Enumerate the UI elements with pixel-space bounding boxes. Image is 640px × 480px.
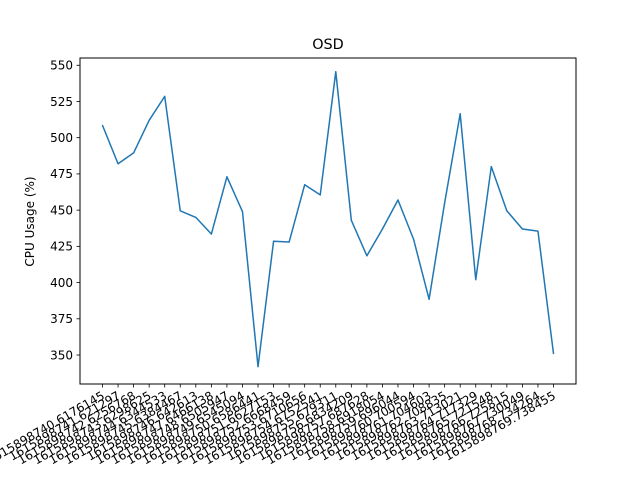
y-axis-label: CPU Usage (%) — [23, 176, 37, 266]
axes-frame — [79, 57, 577, 385]
data-point — [459, 113, 461, 115]
data-point — [444, 202, 446, 204]
data-point — [490, 166, 492, 168]
y-tick-label: 550 — [50, 59, 73, 73]
data-point — [117, 163, 119, 165]
data-point — [304, 184, 306, 186]
data-point — [412, 238, 415, 240]
data-point — [195, 216, 197, 218]
y-tick-label: 475 — [50, 167, 73, 181]
data-point — [241, 210, 244, 213]
data-point — [148, 119, 150, 121]
data-point — [319, 194, 321, 196]
plot-area: 3503754004254504755005255501615898740.61… — [0, 59, 558, 468]
series-line — [101, 71, 555, 368]
data-point — [272, 240, 275, 242]
data-point — [133, 152, 135, 154]
data-point — [506, 210, 508, 212]
y-tick-label: 375 — [50, 312, 73, 326]
data-point — [101, 124, 104, 126]
y-tick-label: 400 — [50, 276, 73, 290]
data-point — [366, 255, 368, 257]
data-point — [552, 352, 555, 355]
data-point — [226, 176, 228, 178]
y-tick-label: 500 — [50, 131, 73, 145]
data-point — [428, 298, 430, 300]
data-point — [381, 228, 384, 230]
data-point — [210, 233, 212, 235]
data-point — [350, 219, 352, 221]
y-tick-label: 425 — [50, 240, 73, 254]
data-point — [179, 210, 181, 212]
data-point — [257, 366, 259, 368]
data-point — [335, 71, 337, 73]
data-point — [397, 199, 399, 201]
data-point — [288, 241, 290, 243]
chart-title: OSD — [312, 37, 344, 53]
data-point — [521, 228, 523, 230]
data-point — [164, 95, 166, 97]
y-tick-label: 450 — [50, 203, 73, 217]
y-tick-label: 525 — [50, 95, 73, 109]
data-point — [537, 230, 539, 232]
y-tick-label: 350 — [50, 348, 73, 362]
data-point — [475, 279, 477, 281]
